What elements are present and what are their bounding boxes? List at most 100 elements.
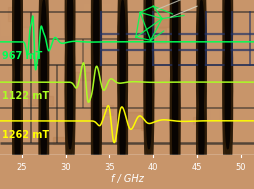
Bar: [83, 125, 106, 138]
Circle shape: [13, 20, 22, 189]
Bar: [150, 119, 169, 129]
Bar: [187, 17, 199, 23]
Bar: [9, 63, 29, 68]
Bar: [141, 112, 147, 130]
Circle shape: [118, 0, 128, 160]
Text: 30: 30: [60, 163, 71, 173]
Bar: [33, 19, 39, 37]
Circle shape: [15, 62, 20, 149]
Circle shape: [144, 0, 154, 101]
Bar: [156, 28, 166, 43]
Circle shape: [39, 51, 49, 189]
Circle shape: [94, 93, 99, 180]
Text: 1122 mT: 1122 mT: [2, 91, 49, 101]
Bar: [72, 94, 92, 107]
Circle shape: [197, 51, 206, 189]
Bar: [73, 72, 97, 80]
Circle shape: [199, 93, 204, 180]
Circle shape: [225, 31, 230, 118]
Bar: [90, 105, 113, 115]
Circle shape: [68, 62, 73, 149]
Circle shape: [197, 0, 206, 160]
Bar: [190, 16, 194, 28]
Circle shape: [225, 0, 230, 59]
Circle shape: [118, 51, 128, 189]
Circle shape: [13, 51, 22, 189]
Text: 40: 40: [148, 163, 158, 173]
Circle shape: [144, 0, 154, 160]
Text: 967 mT: 967 mT: [2, 51, 42, 61]
Circle shape: [120, 0, 125, 87]
Bar: [28, 37, 49, 50]
Circle shape: [223, 20, 233, 189]
Circle shape: [91, 51, 101, 189]
Circle shape: [170, 0, 180, 129]
Bar: [121, 86, 126, 92]
Circle shape: [120, 31, 125, 118]
Bar: [13, 13, 31, 27]
Circle shape: [41, 0, 46, 87]
Text: 35: 35: [104, 163, 115, 173]
Circle shape: [170, 20, 180, 189]
Circle shape: [223, 0, 233, 160]
Text: 1262 mT: 1262 mT: [2, 130, 49, 140]
Circle shape: [13, 0, 22, 101]
Circle shape: [65, 0, 75, 160]
Bar: [211, 108, 218, 120]
Circle shape: [118, 0, 128, 129]
Circle shape: [41, 31, 46, 118]
Circle shape: [120, 93, 125, 180]
Bar: [147, 19, 169, 27]
Circle shape: [68, 31, 73, 118]
Circle shape: [65, 0, 75, 101]
Bar: [87, 2, 107, 15]
Circle shape: [144, 20, 154, 189]
Text: 45: 45: [192, 163, 202, 173]
Bar: [8, 7, 18, 21]
Bar: [193, 116, 202, 124]
Bar: [106, 28, 115, 39]
Circle shape: [15, 0, 20, 87]
Text: 50: 50: [236, 163, 246, 173]
Circle shape: [94, 62, 99, 149]
Circle shape: [147, 0, 151, 59]
Bar: [28, 96, 53, 105]
Text: 25: 25: [17, 163, 27, 173]
Circle shape: [173, 0, 178, 87]
Bar: [53, 137, 64, 144]
Circle shape: [15, 0, 20, 59]
Circle shape: [147, 62, 151, 149]
Bar: [100, 105, 118, 112]
Circle shape: [173, 0, 178, 59]
Circle shape: [39, 0, 49, 160]
Circle shape: [94, 0, 99, 59]
Circle shape: [173, 62, 178, 149]
Bar: [66, 138, 84, 149]
Circle shape: [15, 93, 20, 180]
Circle shape: [173, 93, 178, 180]
Circle shape: [170, 51, 180, 189]
Circle shape: [223, 0, 233, 101]
Circle shape: [41, 93, 46, 180]
Circle shape: [147, 31, 151, 118]
Circle shape: [91, 20, 101, 189]
Circle shape: [65, 20, 75, 189]
Circle shape: [91, 0, 101, 101]
Circle shape: [225, 62, 230, 149]
Circle shape: [197, 0, 206, 129]
Bar: [1, 20, 21, 35]
Bar: [71, 130, 90, 141]
Bar: [139, 12, 145, 19]
Circle shape: [68, 0, 73, 59]
Circle shape: [199, 0, 204, 87]
Circle shape: [199, 31, 204, 118]
Bar: [84, 4, 110, 12]
Circle shape: [39, 0, 49, 129]
Text: f / GHz: f / GHz: [110, 174, 144, 184]
Circle shape: [91, 0, 101, 129]
Bar: [147, 60, 153, 76]
Bar: [127, 112, 152, 128]
Circle shape: [94, 0, 99, 87]
Circle shape: [13, 0, 22, 129]
Circle shape: [170, 0, 180, 101]
